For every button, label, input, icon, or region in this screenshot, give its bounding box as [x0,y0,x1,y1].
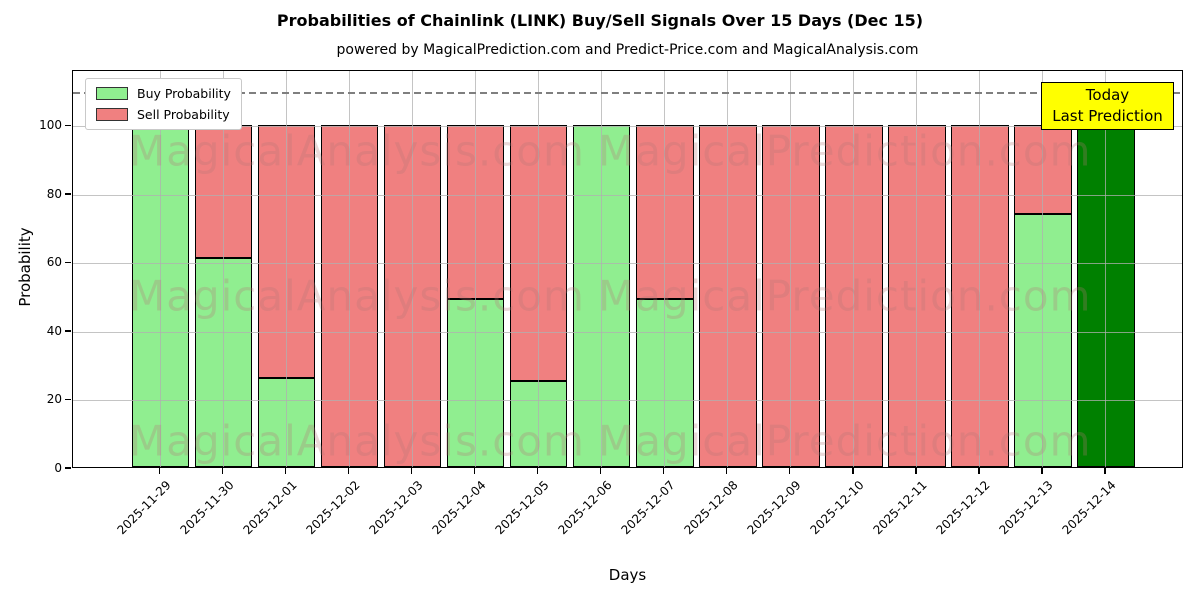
dashed-threshold-line [73,92,1182,94]
y-tick-mark [65,261,71,264]
gridline-horizontal [73,194,1182,196]
gridline-vertical [1105,71,1107,467]
x-tick-mark [474,468,476,474]
x-tick-label: 2025-12-11 [870,478,930,538]
gridline-vertical [412,71,414,467]
watermark-text-right: MagicalPrediction.com [598,416,1092,466]
y-tick-mark [65,193,71,195]
x-tick-mark [410,468,413,474]
x-tick-mark [978,468,980,474]
gridline-horizontal [73,126,1182,128]
x-tick-label: 2025-12-10 [807,478,867,538]
x-tick-label: 2025-12-05 [492,478,552,538]
x-tick-label: 2025-12-01 [240,478,300,538]
legend-entry-buy: Buy Probability [96,86,231,101]
gridline-vertical [475,71,477,467]
x-tick-mark [1041,468,1043,474]
y-tick-mark [65,124,71,127]
y-tick-mark [65,330,71,332]
legend-label-sell: Sell Probability [137,107,230,122]
x-tick-label: 2025-11-29 [114,478,174,538]
gridline-vertical [727,71,729,467]
today-annotation-box: Today Last Prediction [1041,82,1174,130]
y-tick-label: 60 [46,255,62,270]
watermark-text-right: MagicalPrediction.com [598,271,1092,321]
gridline-vertical [538,71,540,467]
x-tick-mark [347,468,350,474]
x-tick-mark [284,468,287,474]
x-tick-label: 2025-12-14 [1059,478,1119,538]
y-tick-label: 80 [46,186,62,201]
y-tick-label: 0 [54,461,62,475]
gridline-vertical [349,71,351,467]
chart-subtitle: powered by MagicalPrediction.com and Pre… [336,42,919,58]
gridline-vertical [916,71,918,467]
x-tick-label: 2025-12-12 [933,478,993,538]
legend-label-buy: Buy Probability [137,86,231,101]
watermark-text-left: MagicalAnalysis.com [129,271,585,321]
chart-legend: Buy Probability Sell Probability [85,78,242,130]
x-tick-label: 2025-12-08 [681,478,741,538]
x-tick-label: 2025-12-09 [744,478,804,538]
x-tick-mark [726,468,728,474]
x-tick-mark [600,468,602,474]
gridline-vertical [664,71,666,467]
gridline-vertical [790,71,792,467]
x-tick-mark [789,468,791,474]
x-tick-mark [1104,468,1106,474]
x-tick-label: 2025-12-02 [303,478,363,538]
y-tick-label: 20 [46,392,62,407]
x-tick-label: 2025-12-07 [618,478,678,538]
legend-entry-sell: Sell Probability [96,107,231,122]
gridline-vertical [853,71,855,467]
sell-color-swatch [96,108,128,121]
plot-area: Buy Probability Sell Probability Today L… [72,70,1183,468]
x-axis-label: Days [608,566,647,584]
gridline-vertical [286,71,288,467]
gridline-vertical [160,71,161,467]
x-tick-label: 2025-12-13 [996,478,1056,538]
x-tick-mark [852,468,854,474]
gridline-horizontal [73,331,1182,333]
gridline-vertical [1042,71,1044,467]
chart-title: Probabilities of Chainlink (LINK) Buy/Se… [276,11,924,30]
x-tick-label: 2025-12-06 [555,478,615,538]
gridline-vertical [601,71,603,467]
watermark-text-left: MagicalAnalysis.com [129,416,585,466]
y-tick-label: 100 [39,118,62,133]
x-tick-label: 2025-11-30 [177,478,237,538]
today-annotation-line1: Today [1085,86,1130,104]
x-tick-mark [915,468,917,474]
y-tick-label: 40 [46,323,62,338]
x-tick-label: 2025-12-04 [429,478,489,538]
x-tick-mark [158,468,161,474]
watermark-text-right: MagicalPrediction.com [598,126,1092,176]
gridline-vertical [979,71,981,467]
gridline-horizontal [73,400,1182,402]
gridline-horizontal [73,263,1182,265]
today-annotation-line2: Last Prediction [1052,107,1163,125]
x-tick-mark [221,468,224,474]
x-tick-label: 2025-12-03 [366,478,426,538]
x-tick-mark [537,468,539,474]
y-tick-mark [65,467,71,469]
gridline-vertical [223,71,225,467]
x-tick-mark [663,468,665,474]
buy-color-swatch [96,87,128,100]
watermark-text-left: MagicalAnalysis.com [129,126,585,176]
y-tick-mark [65,398,71,401]
